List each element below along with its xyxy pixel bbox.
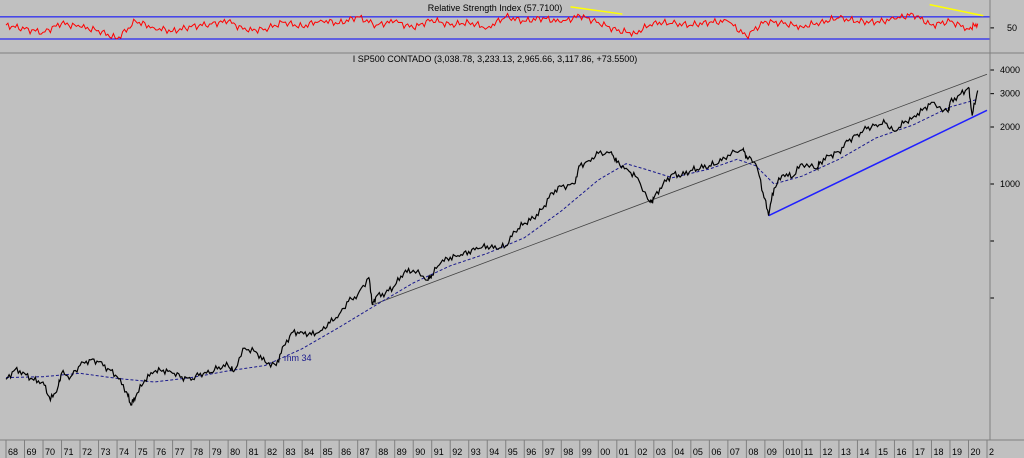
xtick-label: 82 (267, 447, 277, 457)
xtick-label: 19 (952, 447, 962, 457)
xtick-label: 02 (637, 447, 647, 457)
price-line (5, 86, 979, 406)
xtick-label: 94 (489, 447, 499, 457)
xtick-label: 79 (212, 447, 222, 457)
xtick-label: 13 (841, 447, 851, 457)
xtick-label: 81 (249, 447, 259, 457)
xtick-label: 71 (64, 447, 74, 457)
xtick-label: 18 (933, 447, 943, 457)
xtick-label: 78 (193, 447, 203, 457)
xtick-label: 92 (452, 447, 462, 457)
xtick-label: 17 (915, 447, 925, 457)
xtick-label: 75 (138, 447, 148, 457)
ma-line (5, 98, 978, 383)
xtick-label: 89 (397, 447, 407, 457)
xtick-label: 83 (286, 447, 296, 457)
xtick-label: 11 (804, 447, 813, 457)
price-ytick-label: 1000 (1000, 179, 1020, 189)
xtick-label: 98 (563, 447, 573, 457)
rsi-ytick-label: 50 (1007, 23, 1017, 33)
xtick-label: 04 (674, 447, 684, 457)
xtick-label: 99 (582, 447, 592, 457)
xtick-label: 01 (619, 447, 629, 457)
xtick-label: 16 (896, 447, 906, 457)
xtick-label: 86 (341, 447, 351, 457)
xtick-label: 09 (767, 447, 777, 457)
xtick-label: 07 (730, 447, 740, 457)
rsi-title: Relative Strength Index (57.7100) (428, 3, 563, 13)
rsi-panel: Relative Strength Index (57.7100) 50 (0, 0, 1017, 52)
rsi-background (0, 0, 990, 52)
xtick-label: 88 (378, 447, 388, 457)
support-trendline (768, 109, 988, 217)
xtick-label: 06 (711, 447, 721, 457)
xtick-label: 14 (859, 447, 869, 457)
xtick-label: 08 (748, 447, 758, 457)
xtick-label: 73 (101, 447, 111, 457)
xtick-label: 010 (785, 447, 800, 457)
rsi-line (5, 12, 979, 40)
xtick-label: 03 (656, 447, 666, 457)
xtick-label: 74 (119, 447, 129, 457)
xtick-label: 90 (415, 447, 425, 457)
xtick-label: 87 (360, 447, 370, 457)
ma-annotation: mm 34 (284, 353, 312, 363)
price-ytick-label: 4000 (1000, 65, 1020, 75)
xtick-label: 97 (545, 447, 555, 457)
xtick-label: 85 (323, 447, 333, 457)
xtick-label: 12 (822, 447, 832, 457)
xtick-label: 91 (434, 447, 444, 457)
price-title: I SP500 CONTADO (3,038.78, 3,233.13, 2,9… (353, 54, 638, 64)
resistance-trendline (372, 73, 988, 306)
xtick-label: 95 (508, 447, 518, 457)
xtick-label: 76 (156, 447, 166, 457)
xtick-label: 00 (600, 447, 610, 457)
xtick-label: 15 (878, 447, 888, 457)
price-ytick-label: 2000 (1000, 122, 1020, 132)
xtick-label: 84 (304, 447, 314, 457)
xtick-label: 05 (693, 447, 703, 457)
rsi-trendline-1 (570, 6, 623, 15)
xtick-label: 2 (989, 447, 994, 457)
xtick-label: 80 (230, 447, 240, 457)
xtick-label: 69 (27, 447, 37, 457)
xtick-label: 77 (175, 447, 185, 457)
xtick-label: 70 (45, 447, 55, 457)
xtick-label: 93 (471, 447, 481, 457)
price-ytick-label: 3000 (1000, 89, 1020, 99)
rsi-trendline-2 (929, 3, 984, 17)
xtick-label: 20 (970, 447, 980, 457)
xtick-label: 96 (526, 447, 536, 457)
price-panel: I SP500 CONTADO (3,038.78, 3,233.13, 2,9… (5, 54, 1020, 406)
xtick-label: 72 (82, 447, 92, 457)
xtick-label: 68 (8, 447, 18, 457)
